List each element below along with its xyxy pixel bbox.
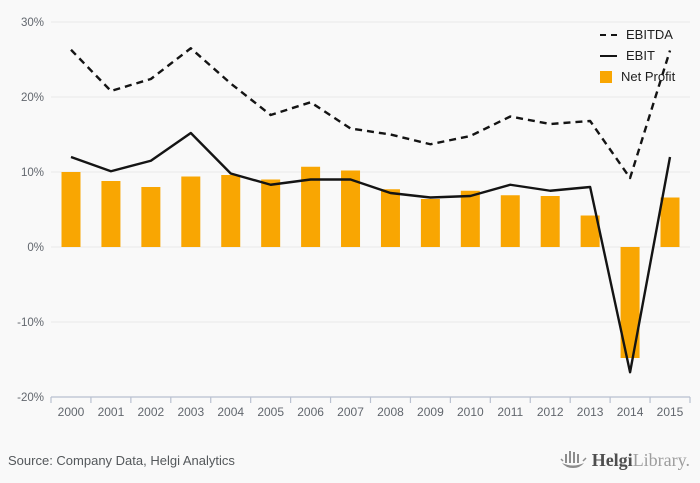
chart-canvas: 30% 20% 10% 0% -10% -20% 2000 2001 2002 2003 2004 2…: [17, 17, 691, 419]
helgi-library-logo: HelgiLibrary.: [560, 447, 690, 473]
ebit-line: [70, 131, 672, 374]
x-tick-label-2007: 2007: [337, 405, 364, 419]
bar-2005: [261, 179, 281, 247]
ebit-solid-line-swatch: [600, 55, 617, 57]
bar-2008: [380, 189, 400, 247]
bar-2004: [221, 175, 241, 247]
source-attribution: Source: Company Data, Helgi Analytics: [8, 453, 235, 468]
x-tick-label-2005: 2005: [257, 405, 284, 419]
bar-2001: [101, 181, 121, 247]
legend-item-net-profit: Net Profit: [600, 69, 675, 85]
logo-text-library: Library.: [632, 450, 690, 470]
ebitda-line: [70, 47, 672, 180]
x-tick-label-2012: 2012: [537, 405, 564, 419]
y-tick-label-0: 0%: [27, 242, 44, 254]
bar-2002: [141, 187, 161, 247]
bar-2012: [540, 196, 560, 247]
x-tick-label-2003: 2003: [177, 405, 204, 419]
x-tick-label-2013: 2013: [577, 405, 604, 419]
bar-2013: [580, 215, 600, 247]
legend-label-ebit: EBIT: [626, 48, 655, 63]
bar-2010: [460, 190, 480, 247]
bar-2009: [420, 199, 440, 247]
ebitda-dashed-line-swatch: [600, 34, 617, 36]
x-tick-label-2001: 2001: [98, 405, 125, 419]
bar-2011: [500, 195, 520, 247]
chart-legend: EBITDA EBIT Net Profit: [600, 27, 675, 85]
y-tick-label-10: 10%: [21, 167, 44, 179]
profitability-chart: 30% 20% 10% 0% -10% -20% 2000 2001 2002 2003 2004 2…: [17, 17, 691, 419]
x-tick-label-2015: 2015: [657, 405, 684, 419]
legend-item-ebit: EBIT: [600, 48, 675, 64]
x-tick-label-2006: 2006: [297, 405, 324, 419]
x-tick-label-2004: 2004: [217, 405, 244, 419]
bar-2014: [620, 247, 640, 358]
legend-label-ebitda: EBITDA: [626, 27, 673, 42]
legend-label-net-profit: Net Profit: [621, 69, 676, 84]
logo-wordmark: HelgiLibrary.: [592, 447, 690, 473]
legend-item-ebitda: EBITDA: [600, 27, 675, 43]
x-tick-label-2011: 2011: [497, 405, 523, 419]
x-tick-label-2000: 2000: [58, 405, 85, 419]
y-tick-label-30: 30%: [21, 17, 44, 29]
helgi-ship-icon: [560, 451, 587, 468]
x-tick-label-2010: 2010: [457, 405, 484, 419]
y-tick-label--10: -10%: [17, 317, 44, 329]
y-tick-label--20: -20%: [17, 392, 44, 404]
bar-2015: [660, 197, 680, 247]
x-tick-label-2014: 2014: [617, 405, 644, 419]
x-tick-label-2009: 2009: [417, 405, 444, 419]
bar-2006: [301, 166, 321, 247]
bar-2000: [61, 172, 81, 247]
logo-text-helgi: Helgi: [591, 450, 633, 470]
bar-2007: [341, 170, 361, 247]
net-profit-bar-swatch: [600, 71, 612, 83]
bar-2003: [181, 176, 201, 247]
y-tick-label-20: 20%: [21, 92, 44, 104]
x-tick-label-2008: 2008: [377, 405, 404, 419]
x-tick-label-2002: 2002: [138, 405, 165, 419]
